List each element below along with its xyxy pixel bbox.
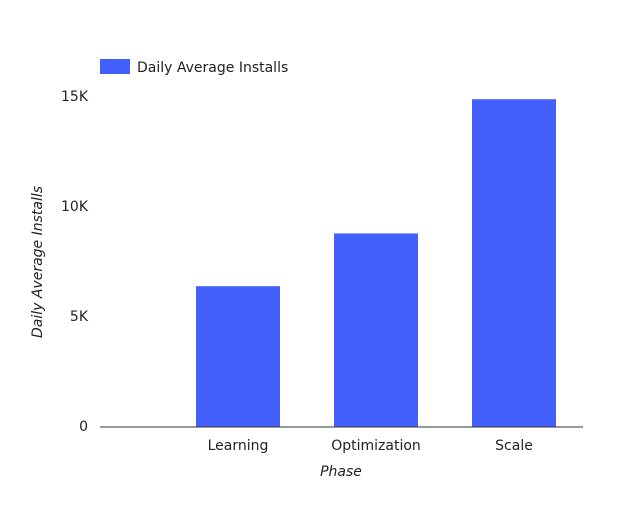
- x-tick-label: Optimization: [331, 438, 421, 454]
- bar: [196, 286, 280, 427]
- y-tick-label: 5K: [70, 309, 89, 325]
- y-axis-title: Daily Average Installs: [30, 186, 46, 338]
- y-tick-label: 10K: [61, 199, 89, 215]
- x-axis-title: Phase: [320, 464, 362, 480]
- bar: [334, 233, 418, 427]
- y-tick-label: 15K: [61, 89, 89, 105]
- legend-label: Daily Average Installs: [137, 60, 288, 76]
- y-tick-label: 0: [79, 419, 88, 435]
- x-tick-label: Scale: [495, 438, 533, 454]
- legend-swatch: [100, 59, 130, 74]
- x-tick-label: Learning: [208, 438, 269, 454]
- bar: [472, 99, 556, 427]
